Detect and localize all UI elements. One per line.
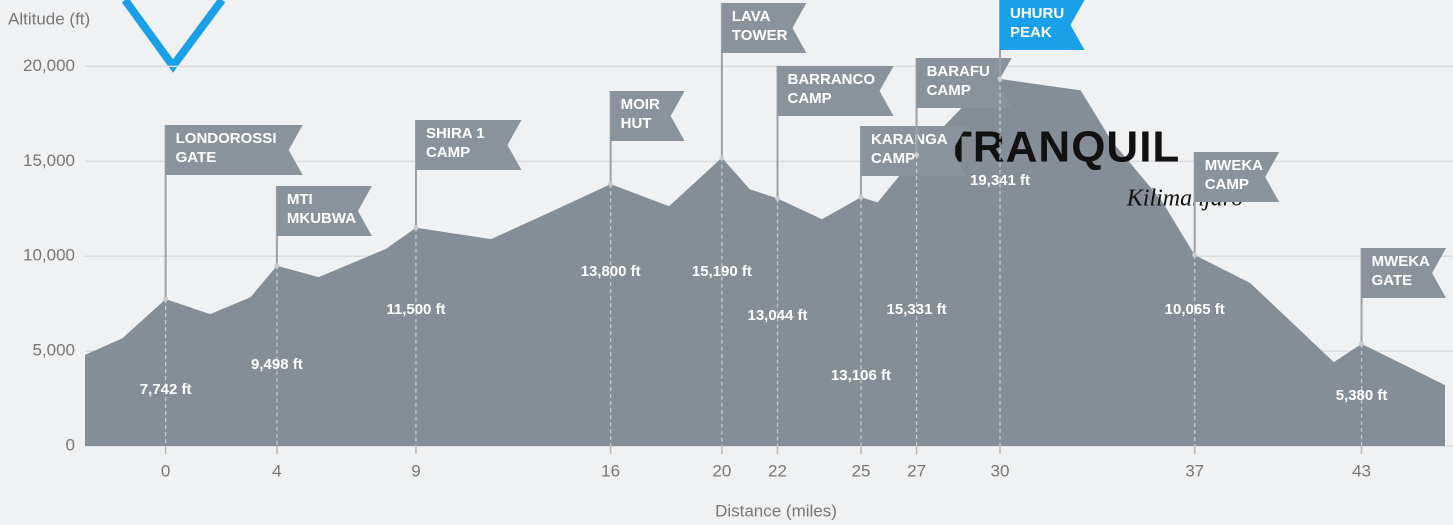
flag-label: CAMP (927, 82, 971, 99)
altitude-label: 15,331 ft (887, 301, 947, 318)
camp-point (413, 225, 419, 231)
flag-label: TOWER (732, 27, 788, 44)
camp-point (775, 195, 781, 201)
altitude-label: 9,498 ft (251, 356, 303, 373)
x-tick-label: 37 (1185, 461, 1204, 480)
y-axis-label: Altitude (ft) (8, 9, 90, 28)
flag (1361, 248, 1447, 298)
y-tick-label: 10,000 (23, 246, 75, 265)
camp-point (163, 296, 169, 302)
camp-point (719, 155, 725, 161)
elevation-area (85, 78, 1445, 447)
x-tick-label: 22 (768, 461, 787, 480)
y-tick-label: 5,000 (32, 341, 75, 360)
altitude-label: 15,190 ft (692, 263, 752, 280)
flag (1194, 152, 1280, 202)
flag-label: GATE (176, 149, 217, 166)
x-tick-label: 27 (907, 461, 926, 480)
flag-label: MKUBWA (287, 210, 356, 227)
flag-label: MTI (287, 191, 313, 208)
flag-label: CAMP (871, 150, 915, 167)
camp-point (274, 263, 280, 269)
flag-label: MWEKA (1372, 253, 1430, 270)
flag (860, 126, 967, 176)
altitude-label: 13,106 ft (831, 367, 891, 384)
camp-point (1359, 341, 1365, 347)
camp-point (914, 152, 920, 158)
altitude-label: 11,500 ft (386, 301, 445, 318)
logo-text: TRANQUIL (945, 123, 1180, 172)
x-axis-label: Distance (miles) (715, 501, 837, 520)
altitude-label: 13,800 ft (581, 263, 641, 280)
camp-point (608, 181, 614, 187)
flag-label: BARAFU (927, 63, 990, 80)
x-tick-label: 43 (1352, 461, 1371, 480)
x-tick-label: 16 (601, 461, 620, 480)
x-tick-label: 20 (712, 461, 731, 480)
flag (1000, 0, 1085, 50)
x-tick-label: 0 (161, 461, 170, 480)
x-tick-label: 4 (272, 461, 281, 480)
flag-label: BARRANCO (788, 71, 876, 88)
flag-label: MOIR (621, 96, 660, 113)
flag-label: GATE (1372, 272, 1413, 289)
flag (721, 3, 807, 53)
y-tick-label: 15,000 (23, 151, 75, 170)
x-tick-label: 25 (851, 461, 870, 480)
x-tick-label: 9 (411, 461, 420, 480)
flag (610, 91, 685, 141)
flag (916, 58, 1012, 108)
flag (777, 66, 894, 116)
flag-label: KARANGA (871, 131, 948, 148)
flag-label: CAMP (426, 144, 470, 161)
flag (415, 120, 522, 170)
camp-point (858, 194, 864, 200)
flag-label: UHURU (1010, 5, 1064, 22)
altitude-label: 13,044 ft (747, 307, 807, 324)
altitude-label: 5,380 ft (1336, 387, 1388, 404)
flag-label: PEAK (1010, 24, 1052, 41)
camp-point (1192, 252, 1198, 258)
flag (276, 186, 372, 236)
camp-point (997, 76, 1003, 82)
flag-label: HUT (621, 115, 652, 132)
y-tick-label: 0 (66, 435, 75, 454)
altitude-label: 10,065 ft (1165, 301, 1225, 318)
flag (165, 125, 303, 175)
altitude-label: 7,742 ft (140, 381, 192, 398)
flag-label: CAMP (1205, 176, 1249, 193)
y-tick-label: 20,000 (23, 56, 75, 75)
altitude-label: 19,341 ft (970, 172, 1030, 189)
flag-label: CAMP (788, 90, 832, 107)
flag-label: SHIRA 1 (426, 125, 485, 142)
x-tick-label: 30 (991, 461, 1010, 480)
flag-label: LAVA (732, 8, 771, 25)
flag-label: LONDOROSSI (176, 130, 277, 147)
flag-label: MWEKA (1205, 157, 1263, 174)
